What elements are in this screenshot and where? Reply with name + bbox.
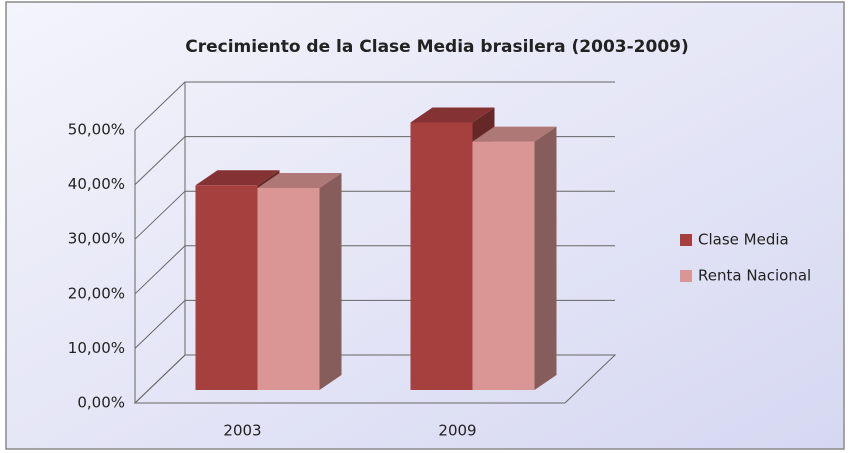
bar-side <box>534 126 557 390</box>
bar <box>257 187 320 390</box>
y-tick-label: 40,00% <box>68 175 125 193</box>
bar <box>472 141 535 390</box>
legend-label: Renta Nacional <box>698 267 811 285</box>
x-tick-label: 2003 <box>223 422 261 440</box>
chart-title: Crecimiento de la Clase Media brasilera … <box>185 37 689 57</box>
y-tick-label: 30,00% <box>68 230 125 248</box>
grid-line <box>134 81 615 131</box>
legend-label: Clase Media <box>698 231 789 249</box>
y-tick-label: 0,00% <box>77 394 125 412</box>
bar-top <box>410 107 495 123</box>
y-tick-label: 10,00% <box>68 339 125 357</box>
y-tick-label: 20,00% <box>68 284 125 302</box>
bar <box>410 122 473 391</box>
bar-side <box>319 172 342 390</box>
bar-top <box>472 126 557 142</box>
bar-top <box>195 170 280 186</box>
bar <box>195 185 258 390</box>
legend-swatch <box>680 270 692 282</box>
legend-swatch <box>680 234 692 246</box>
x-tick-label: 2009 <box>438 422 476 440</box>
y-tick-label: 50,00% <box>68 121 125 139</box>
bar-top <box>257 172 342 188</box>
